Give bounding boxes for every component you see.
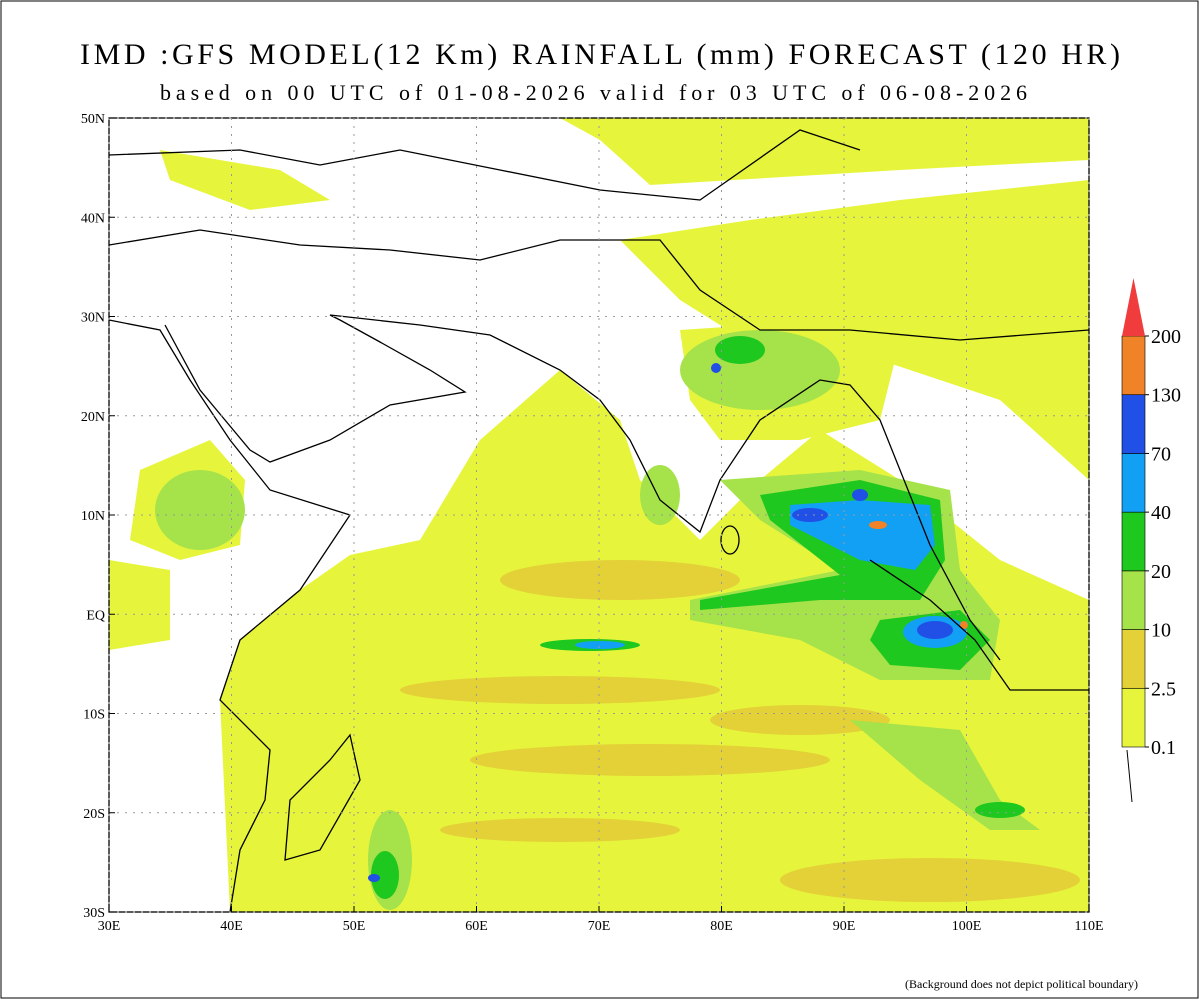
legend-label: 40 (1151, 502, 1171, 524)
rain-field (109, 118, 1089, 912)
rain-area (780, 858, 1080, 902)
legend-swatch (1121, 511, 1146, 572)
x-tick-label: 70E (588, 919, 611, 934)
x-tick-label: 50E (343, 919, 366, 934)
y-tick-label: 10S (83, 708, 105, 723)
rain-area (792, 508, 828, 522)
legend-label: 130 (1151, 385, 1181, 407)
y-tick-label: 30S (83, 906, 105, 921)
legend-label: 0.1 (1151, 737, 1176, 759)
rain-area (715, 336, 765, 364)
legend-swatch (1121, 453, 1146, 513)
rain-area (500, 560, 740, 600)
legend-label: 200 (1151, 326, 1181, 348)
y-tick-label: 10N (81, 509, 105, 524)
rain-area (400, 676, 720, 704)
subtitle: based on 00 UTC of 01-08-2026 valid for … (160, 80, 1027, 105)
y-tick-label: 30N (81, 311, 105, 326)
legend-swatch (1121, 687, 1146, 748)
x-tick-label: 40E (220, 919, 243, 934)
rain-area (975, 802, 1025, 818)
rain-area (160, 150, 330, 210)
rain-area (852, 489, 868, 501)
footnote: (Background does not depict political bo… (905, 977, 1138, 991)
x-tick-label: 90E (833, 919, 856, 934)
legend-swatch (1121, 570, 1146, 630)
legend-swatch (1121, 335, 1146, 396)
rain-area (560, 118, 1089, 185)
rain-area (371, 851, 399, 899)
legend-label: 10 (1151, 620, 1171, 642)
y-tick-label: 40N (81, 211, 105, 226)
x-tick-label: 60E (465, 919, 488, 934)
rain-area (640, 465, 680, 525)
x-tick-label: 30E (98, 919, 121, 934)
x-tick-label: 80E (710, 919, 733, 934)
legend-swatch (1121, 394, 1146, 454)
rain-area (155, 470, 245, 550)
x-tick-label: 110E (1074, 919, 1103, 934)
rain-area (368, 874, 380, 882)
rain-area (470, 744, 830, 776)
legend-tail (1126, 749, 1133, 803)
legend-label: 20 (1151, 561, 1171, 583)
y-tick-label: 20N (81, 410, 105, 425)
legend-swatch (1122, 278, 1145, 336)
y-tick-label: 50N (81, 112, 105, 127)
rain-area (109, 560, 170, 650)
rain-area (440, 818, 680, 842)
y-tick-label: EQ (86, 608, 105, 623)
rain-area (710, 705, 890, 735)
rain-area (575, 641, 625, 649)
legend-swatch (1121, 629, 1146, 689)
x-tick-label: 100E (952, 919, 982, 934)
rain-area (711, 363, 721, 373)
legend-label: 2.5 (1151, 678, 1176, 700)
rain-area (917, 621, 953, 639)
legend-label: 70 (1151, 443, 1171, 465)
y-tick-label: 20S (83, 807, 105, 822)
rain-area (869, 521, 887, 529)
